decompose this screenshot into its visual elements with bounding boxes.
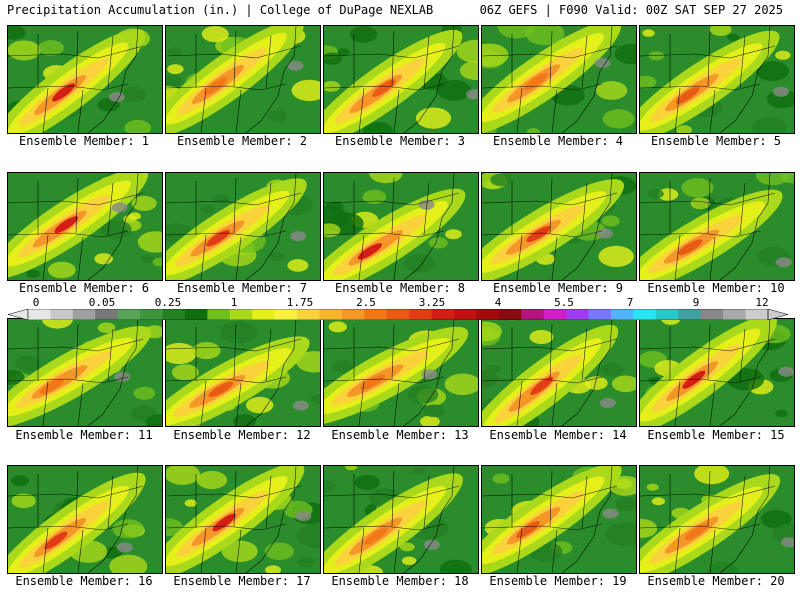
colorbar-tick-label: 2.5 xyxy=(356,296,376,309)
colorbar-segment xyxy=(184,309,208,320)
ensemble-map-4 xyxy=(481,25,637,134)
colorbar-tick-label: 4 xyxy=(494,296,502,309)
chart-title: Precipitation Accumulation (in.) | Colle… xyxy=(7,3,434,17)
colorbar-segment xyxy=(745,309,769,320)
ensemble-member-label: Ensemble Member: 17 xyxy=(173,574,311,588)
colorbar-segment xyxy=(386,309,410,320)
colorbar-high-arrow xyxy=(767,309,788,320)
colorbar-segment xyxy=(498,309,522,320)
colorbar-segment xyxy=(633,309,657,320)
colorbar-tick-label: 7 xyxy=(626,296,634,309)
colorbar-tick-label: 0 xyxy=(32,296,40,309)
ensemble-map-9 xyxy=(481,172,637,281)
colorbar-segment xyxy=(476,309,500,320)
colorbar-segment xyxy=(319,309,343,320)
colorbar-segment xyxy=(229,309,253,320)
ensemble-member-label: Ensemble Member: 8 xyxy=(334,281,466,295)
ensemble-map-14 xyxy=(481,318,637,427)
ensemble-member-label: Ensemble Member: 3 xyxy=(334,134,466,148)
ensemble-member-label: Ensemble Member: 7 xyxy=(176,281,308,295)
colorbar-segment xyxy=(72,309,96,320)
ensemble-member-label: Ensemble Member: 13 xyxy=(331,428,469,442)
colorbar-segment xyxy=(431,309,455,320)
colorbar-segment xyxy=(655,309,679,320)
ensemble-map-19 xyxy=(481,465,637,574)
model-run-info: 06Z GEFS | F090 Valid: 00Z SAT SEP 27 20… xyxy=(479,3,783,17)
ensemble-map-6 xyxy=(7,172,163,281)
ensemble-map-15 xyxy=(639,318,795,427)
colorbar-tick-label: 3.25 xyxy=(418,296,446,309)
ensemble-map-3 xyxy=(323,25,479,134)
colorbar-segment xyxy=(95,309,118,320)
ensemble-member-label: Ensemble Member: 6 xyxy=(18,281,150,295)
colorbar-segment xyxy=(252,309,275,320)
ensemble-map-17 xyxy=(165,465,321,574)
colorbar-tick-label: 9 xyxy=(692,296,700,309)
ensemble-member-label: Ensemble Member: 15 xyxy=(647,428,785,442)
colorbar-segment xyxy=(588,309,612,320)
colorbar-tick-label: 5.5 xyxy=(554,296,574,309)
colorbar-segment xyxy=(140,309,163,320)
colorbar-segment xyxy=(207,309,231,320)
ensemble-map-20 xyxy=(639,465,795,574)
ensemble-member-label: Ensemble Member: 18 xyxy=(331,574,469,588)
colorbar-tick-label: 0.05 xyxy=(88,296,116,309)
colorbar-tick-label: 12 xyxy=(755,296,769,309)
colorbar-segment xyxy=(723,309,746,320)
ensemble-member-label: Ensemble Member: 16 xyxy=(15,574,153,588)
colorbar-low-arrow xyxy=(8,309,29,320)
colorbar-segment xyxy=(297,309,320,320)
colorbar-segment xyxy=(409,309,432,320)
colorbar-segment xyxy=(678,309,702,320)
colorbar-segment xyxy=(341,309,365,320)
ensemble-member-label: Ensemble Member: 10 xyxy=(647,281,785,295)
colorbar-tick-label: 1.75 xyxy=(286,296,314,309)
colorbar-segment xyxy=(454,309,477,320)
ensemble-member-label: Ensemble Member: 20 xyxy=(647,574,785,588)
colorbar-segment xyxy=(117,309,141,320)
precip-colorbar xyxy=(8,309,788,320)
ensemble-map-12 xyxy=(165,318,321,427)
colorbar-segment xyxy=(611,309,634,320)
ensemble-map-11 xyxy=(7,318,163,427)
colorbar-segment xyxy=(543,309,567,320)
colorbar-tick-label: 0.25 xyxy=(154,296,182,309)
colorbar-segment xyxy=(28,309,51,320)
ensemble-member-label: Ensemble Member: 2 xyxy=(176,134,308,148)
colorbar-segment xyxy=(566,309,589,320)
ensemble-map-16 xyxy=(7,465,163,574)
ensemble-member-label: Ensemble Member: 14 xyxy=(489,428,627,442)
ensemble-map-10 xyxy=(639,172,795,281)
ensemble-member-label: Ensemble Member: 11 xyxy=(15,428,153,442)
colorbar-segment xyxy=(364,309,388,320)
ensemble-map-1 xyxy=(7,25,163,134)
ensemble-member-label: Ensemble Member: 1 xyxy=(18,134,150,148)
ensemble-map-18 xyxy=(323,465,479,574)
ensemble-map-8 xyxy=(323,172,479,281)
colorbar-segment xyxy=(274,309,298,320)
ensemble-map-13 xyxy=(323,318,479,427)
ensemble-map-7 xyxy=(165,172,321,281)
colorbar-tick-label: 1 xyxy=(230,296,238,309)
ensemble-member-label: Ensemble Member: 9 xyxy=(492,281,624,295)
colorbar-segment xyxy=(50,309,74,320)
ensemble-member-label: Ensemble Member: 12 xyxy=(173,428,311,442)
colorbar-segment xyxy=(521,309,545,320)
ensemble-member-label: Ensemble Member: 5 xyxy=(650,134,782,148)
ensemble-map-5 xyxy=(639,25,795,134)
ensemble-map-2 xyxy=(165,25,321,134)
colorbar-segment xyxy=(162,309,186,320)
ensemble-member-label: Ensemble Member: 19 xyxy=(489,574,627,588)
colorbar-segment xyxy=(700,309,724,320)
ensemble-member-label: Ensemble Member: 4 xyxy=(492,134,624,148)
